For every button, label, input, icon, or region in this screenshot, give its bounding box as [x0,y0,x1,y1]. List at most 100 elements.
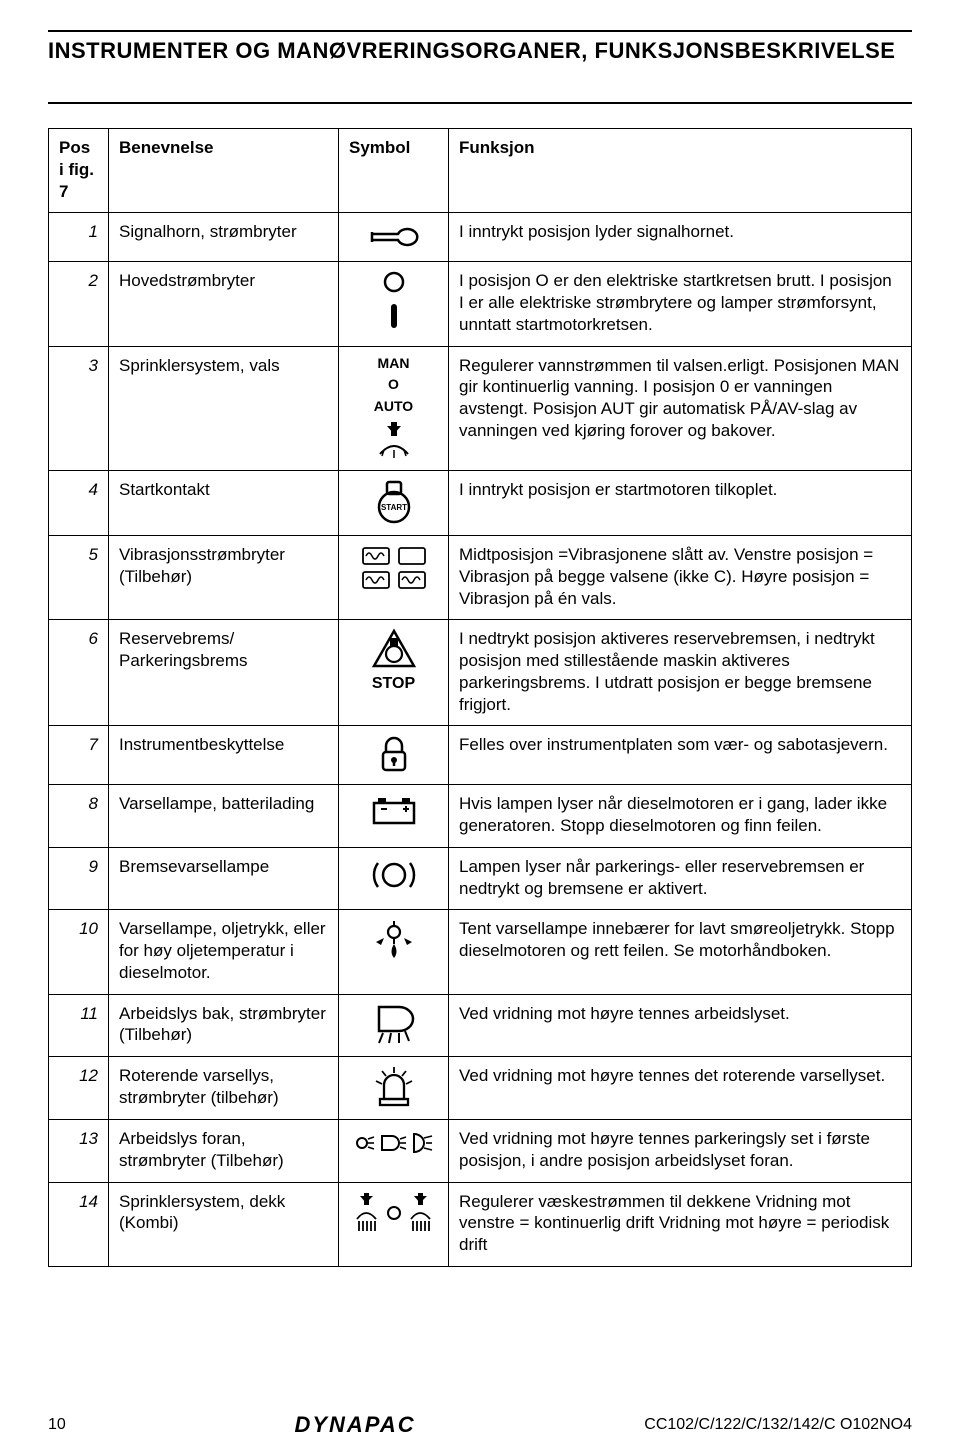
col-name-header: Benevnelse [109,129,339,213]
col-func-header: Funksjon [449,129,912,213]
instrument-table: Pos i fig. 7 Benevnelse Symbol Funksjon … [48,128,912,1267]
cell-symbol [339,910,449,994]
main-switch-icon [379,270,409,332]
page: INSTRUMENTER OG MANØVRERINGSORGANER, FUN… [0,0,960,1456]
cell-func: I nedtrykt posisjon aktiveres reservebre… [449,620,912,726]
cell-symbol: START [339,471,449,536]
cell-symbol [339,994,449,1057]
cell-func: Hvis lampen lyser når dieselmotoren er i… [449,785,912,848]
doc-code: CC102/C/122/C/132/142/C O102NO4 [644,1416,912,1434]
cell-pos: 3 [49,346,109,471]
cell-symbol [339,726,449,785]
cell-pos: 7 [49,726,109,785]
cell-symbol [339,213,449,262]
cell-pos: 8 [49,785,109,848]
cell-symbol [339,1057,449,1120]
table-row: 4 Startkontakt START I inntrykt posisjon… [49,471,912,536]
table-row: 13 Arbeidslys foran, strømbryter (Tilbeh… [49,1120,912,1183]
sprinkler-label-o: O [388,376,399,394]
cell-name: Arbeidslys bak, strømbryter (Tilbehør) [109,994,339,1057]
table-row: 1 Signalhorn, strømbryter I inntrykt pos… [49,213,912,262]
oil-pressure-icon [370,918,418,966]
table-row: 5 Vibrasjonsstrømbryter (Tilbehør) Midtp… [49,536,912,620]
page-title: INSTRUMENTER OG MANØVRERINGSORGANER, FUN… [48,38,912,64]
col-pos-header: Pos i fig. 7 [49,129,109,213]
cell-pos: 2 [49,262,109,346]
cell-symbol [339,1182,449,1266]
cell-name: Arbeidslys foran, strømbryter (Tilbehør) [109,1120,339,1183]
stop-label: STOP [372,674,415,694]
table-row: 2 Hovedstrømbryter I posisjon O er den e… [49,262,912,346]
cell-pos: 14 [49,1182,109,1266]
table-row: 8 Varsellampe, batterilading Hvis lampen… [49,785,912,848]
cell-name: Bremsevarsellampe [109,847,339,910]
table-row: 3 Sprinklersystem, vals MAN O AUTO [49,346,912,471]
vibration-icon [359,544,429,594]
cell-symbol [339,785,449,848]
cell-symbol: STOP [339,620,449,726]
sprinkler-label-auto: AUTO [374,398,413,416]
battery-icon [369,793,419,827]
cell-symbol [339,847,449,910]
start-icon: START [369,479,419,525]
cell-name: Vibrasjonsstrømbryter (Tilbehør) [109,536,339,620]
cell-name: Startkontakt [109,471,339,536]
beacon-icon [372,1065,416,1109]
cell-symbol [339,262,449,346]
table-row: 6 Reservebrems/ Parkeringsbrems STOP I n… [49,620,912,726]
cell-func: Ved vridning mot høyre tennes parkerings… [449,1120,912,1183]
cell-name: Roterende varsellys, strømbryter (tilbeh… [109,1057,339,1120]
cell-func: Ved vridning mot høyre tennes arbeidslys… [449,994,912,1057]
cell-pos: 1 [49,213,109,262]
horn-icon [366,221,422,251]
stop-icon [371,628,417,670]
page-number: 10 [48,1416,66,1434]
padlock-icon [376,734,412,774]
cell-func: I posisjon O er den elektriske startkret… [449,262,912,346]
cell-pos: 9 [49,847,109,910]
cell-pos: 11 [49,994,109,1057]
cell-name: Sprinklersystem, vals [109,346,339,471]
cell-name: Hovedstrømbryter [109,262,339,346]
cell-func: Regulerer væskestrømmen til dekkene Vrid… [449,1182,912,1266]
cell-name: Instrumentbeskyttelse [109,726,339,785]
cell-func: I inntrykt posisjon er startmotoren tilk… [449,471,912,536]
table-row: 10 Varsellampe, oljetrykk, eller for høy… [49,910,912,994]
cell-func: Tent varsellampe innebærer for lavt smør… [449,910,912,994]
cell-name: Reservebrems/ Parkeringsbrems [109,620,339,726]
brand-logo: DYNAPAC [294,1412,415,1438]
cell-func: Felles over instrumentplaten som vær- og… [449,726,912,785]
cell-func: Regulerer vannstrømmen til valsen.erligt… [449,346,912,471]
cell-func: Lampen lyser når parkerings- eller reser… [449,847,912,910]
table-row: 9 Bremsevarsellampe Lampen lyser når par… [49,847,912,910]
cell-name: Signalhorn, strømbryter [109,213,339,262]
worklight-rear-icon [371,1003,417,1045]
start-label: START [380,503,406,512]
cell-pos: 10 [49,910,109,994]
page-footer: 10 DYNAPAC CC102/C/122/C/132/142/C O102N… [48,1412,912,1438]
table-row: 12 Roterende varsellys, strømbryter (til… [49,1057,912,1120]
worklight-front-icon [354,1128,434,1158]
title-bar: INSTRUMENTER OG MANØVRERINGSORGANER, FUN… [48,30,912,104]
col-sym-header: Symbol [339,129,449,213]
brake-lamp-icon [371,856,417,894]
table-header-row: Pos i fig. 7 Benevnelse Symbol Funksjon [49,129,912,213]
table-row: 11 Arbeidslys bak, strømbryter (Tilbehør… [49,994,912,1057]
tire-sprinkler-icon [354,1191,434,1235]
cell-name: Sprinklersystem, dekk (Kombi) [109,1182,339,1266]
cell-func: Ved vridning mot høyre tennes det rotere… [449,1057,912,1120]
cell-symbol: MAN O AUTO [339,346,449,471]
table-row: 7 Instrumentbeskyttelse Felles over inst… [49,726,912,785]
cell-pos: 12 [49,1057,109,1120]
cell-name: Varsellampe, oljetrykk, eller for høy ol… [109,910,339,994]
cell-pos: 5 [49,536,109,620]
cell-name: Varsellampe, batterilading [109,785,339,848]
sprinkler-label-man: MAN [378,355,410,373]
cell-func: I inntrykt posisjon lyder signalhornet. [449,213,912,262]
table-row: 14 Sprinklersystem, dekk (Kombi) [49,1182,912,1266]
cell-pos: 6 [49,620,109,726]
sprinkler-icon [374,420,414,460]
cell-symbol [339,536,449,620]
cell-func: Midtposisjon =Vibrasjonene slått av. Ven… [449,536,912,620]
cell-pos: 13 [49,1120,109,1183]
